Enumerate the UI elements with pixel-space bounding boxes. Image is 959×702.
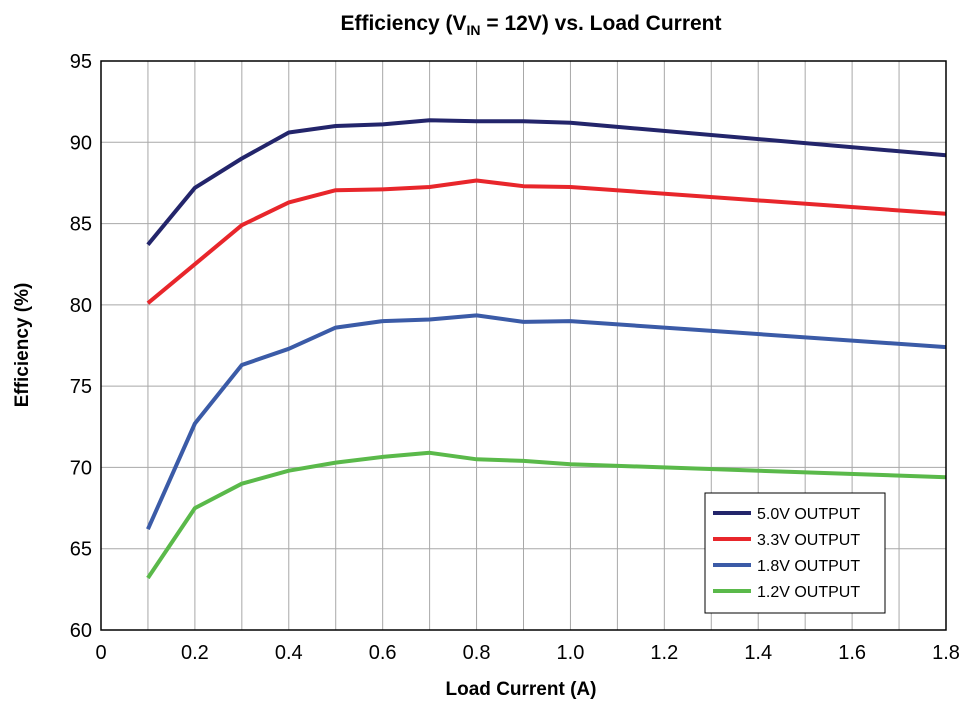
y-tick-label: 80	[70, 295, 92, 317]
x-axis-ticks: 0 0.2 0.4 0.6 0.8 1.0 1.2 1.4 1.6 1.8	[95, 642, 959, 664]
y-axis-ticks: 60 65 70 75 80 85 90 95	[70, 51, 92, 642]
y-tick-label: 60	[70, 620, 92, 642]
x-tick-label: 1.4	[744, 642, 772, 664]
x-tick-label: 1.8	[932, 642, 959, 664]
x-tick-label: 1.6	[838, 642, 866, 664]
x-tick-label: 0.8	[463, 642, 491, 664]
y-tick-label: 90	[70, 132, 92, 154]
y-tick-label: 65	[70, 539, 92, 561]
x-tick-label: 0	[95, 642, 106, 664]
legend-label: 1.8V OUTPUT	[757, 558, 860, 575]
plot-area-frame	[100, 60, 947, 631]
series-lines	[146, 118, 947, 580]
series-line	[146, 450, 947, 580]
x-tick-label: 1.0	[557, 642, 585, 664]
x-axis-title: Load Current (A)	[446, 679, 597, 700]
title-subscript: IN	[467, 22, 481, 38]
y-axis-title: Efficiency (%)	[12, 283, 33, 408]
y-tick-label: 75	[70, 376, 92, 398]
legend-label: 5.0V OUTPUT	[757, 506, 860, 523]
x-tick-label: 0.2	[181, 642, 209, 664]
y-tick-label: 95	[70, 51, 92, 73]
legend: 5.0V OUTPUT 3.3V OUTPUT 1.8V OUTPUT 1.2V OU…	[704, 492, 886, 614]
y-tick-label: 70	[70, 457, 92, 479]
y-tick-label: 85	[70, 214, 92, 236]
chart-title: Efficiency (VIN = 12V) vs. Load Current	[340, 12, 721, 38]
series-line	[146, 118, 947, 246]
x-tick-label: 0.4	[275, 642, 303, 664]
legend-label: 3.3V OUTPUT	[757, 532, 860, 549]
x-tick-label: 1.2	[650, 642, 678, 664]
x-tick-label: 0.6	[369, 642, 397, 664]
series-line	[146, 178, 947, 305]
legend-label: 1.2V OUTPUT	[757, 584, 860, 601]
series-line	[146, 313, 947, 531]
